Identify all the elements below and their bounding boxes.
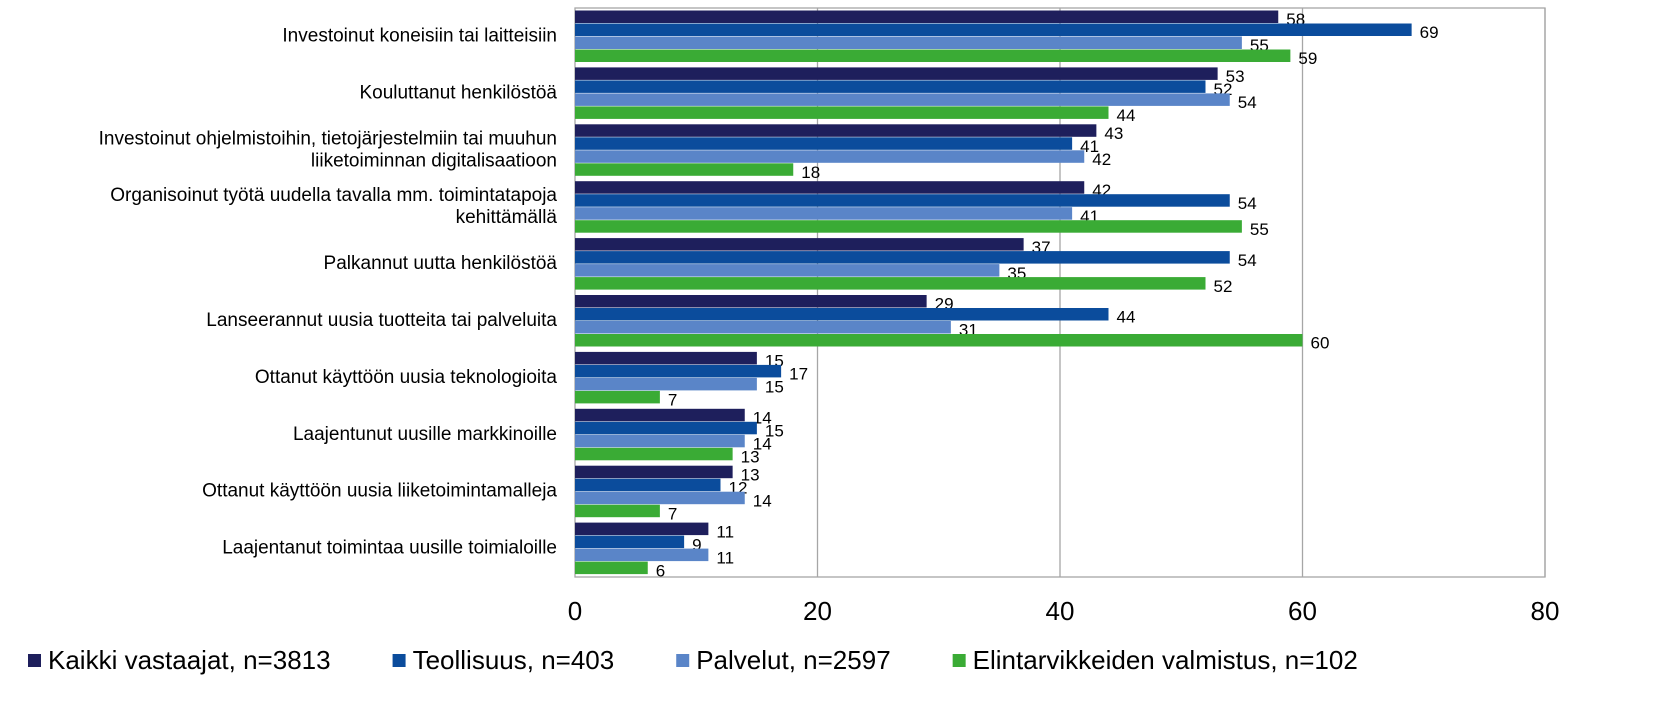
data-label: 17 — [789, 365, 808, 384]
data-label: 7 — [668, 504, 677, 523]
bar — [575, 150, 1085, 163]
bar — [575, 207, 1073, 220]
bar — [575, 67, 1218, 80]
legend-label: Palvelut, n=2597 — [696, 645, 890, 675]
data-label: 14 — [753, 409, 772, 428]
category-label: Investoinut koneisiin tai laitteisiin — [282, 25, 557, 46]
bar — [575, 434, 745, 448]
bar — [575, 124, 1097, 137]
data-label: 55 — [1250, 220, 1269, 239]
bar — [575, 447, 733, 461]
legend-label: Kaikki vastaajat, n=3813 — [48, 645, 331, 675]
x-tick-label: 20 — [803, 596, 832, 626]
bar — [575, 181, 1085, 194]
category-label: Lanseerannut uusia tuotteita tai palvelu… — [206, 310, 557, 331]
bar — [575, 49, 1291, 62]
bar — [575, 548, 709, 562]
data-label: 9 — [692, 535, 701, 554]
data-label: 60 — [1311, 334, 1330, 353]
data-label: 11 — [716, 522, 734, 541]
category-label: Laajentanut toimintaa uusille toimialoil… — [222, 538, 557, 559]
bar — [575, 321, 951, 334]
bar — [575, 220, 1242, 233]
bar — [575, 421, 757, 435]
data-label: 41 — [1080, 137, 1099, 156]
legend-label: Elintarvikkeiden valmistus, n=102 — [973, 645, 1358, 675]
category-label: Laajentunut uusille markkinoille — [293, 424, 557, 445]
data-label: 44 — [1117, 308, 1136, 327]
data-label: 15 — [765, 422, 784, 441]
data-label: 6 — [656, 561, 665, 580]
bar — [575, 295, 927, 308]
legend-swatch — [28, 654, 41, 667]
bar — [575, 334, 1303, 347]
bar — [575, 491, 745, 505]
bar — [575, 504, 660, 518]
bar — [575, 264, 1000, 277]
bar — [575, 36, 1242, 49]
bar — [575, 465, 733, 479]
category-label: Investoinut ohjelmistoihin, tietojärjest… — [99, 128, 557, 171]
bar — [575, 408, 745, 422]
bar — [575, 251, 1230, 264]
category-label: Ottanut käyttöön uusia liiketoimintamall… — [202, 481, 557, 502]
x-tick-label: 0 — [568, 596, 582, 626]
bar — [575, 80, 1206, 93]
bar — [575, 194, 1230, 207]
category-label: Palkannut uutta henkilöstöä — [324, 253, 558, 274]
category-label: Organisoinut työtä uudella tavalla mm. t… — [110, 185, 557, 228]
data-label: 44 — [1117, 106, 1136, 125]
data-label: 18 — [801, 163, 820, 182]
category-label: Ottanut käyttöön uusia teknologioita — [255, 367, 558, 388]
data-label: 13 — [741, 465, 760, 484]
data-label: 54 — [1238, 93, 1257, 112]
data-label: 54 — [1238, 251, 1257, 270]
bar — [575, 238, 1024, 251]
x-tick-label: 60 — [1288, 596, 1317, 626]
data-label: 42 — [1092, 150, 1111, 169]
data-label: 11 — [716, 548, 734, 567]
bar — [575, 106, 1109, 119]
data-label: 54 — [1238, 194, 1257, 213]
bar — [575, 535, 685, 549]
bar — [575, 390, 660, 404]
bar — [575, 23, 1412, 36]
data-label: 7 — [668, 391, 677, 410]
bar — [575, 277, 1206, 290]
bar — [575, 163, 794, 176]
legend-swatch — [392, 654, 406, 667]
bar — [575, 351, 757, 365]
x-tick-label: 40 — [1046, 596, 1075, 626]
bar — [575, 561, 648, 575]
legend-swatch — [676, 654, 690, 667]
bar — [575, 522, 709, 536]
bar — [575, 308, 1109, 321]
data-label: 14 — [753, 491, 772, 510]
bar — [575, 478, 721, 492]
data-label: 43 — [1104, 124, 1123, 143]
bar — [575, 364, 782, 378]
data-label: 14 — [753, 435, 772, 454]
data-label: 53 — [1226, 67, 1245, 86]
plot-border — [574, 7, 1546, 578]
data-label: 13 — [741, 448, 760, 467]
legend-label: Teollisuus, n=403 — [413, 645, 615, 675]
data-label: 59 — [1298, 49, 1317, 68]
data-label: 52 — [1214, 277, 1233, 296]
bar — [575, 377, 757, 391]
bar — [575, 93, 1230, 106]
bar — [575, 137, 1073, 150]
data-label: 15 — [765, 378, 784, 397]
legend-swatch — [952, 654, 966, 667]
x-tick-label: 80 — [1531, 596, 1560, 626]
category-label: Kouluttanut henkilöstöä — [359, 82, 557, 103]
data-label: 69 — [1420, 23, 1439, 42]
bar — [575, 10, 1279, 23]
